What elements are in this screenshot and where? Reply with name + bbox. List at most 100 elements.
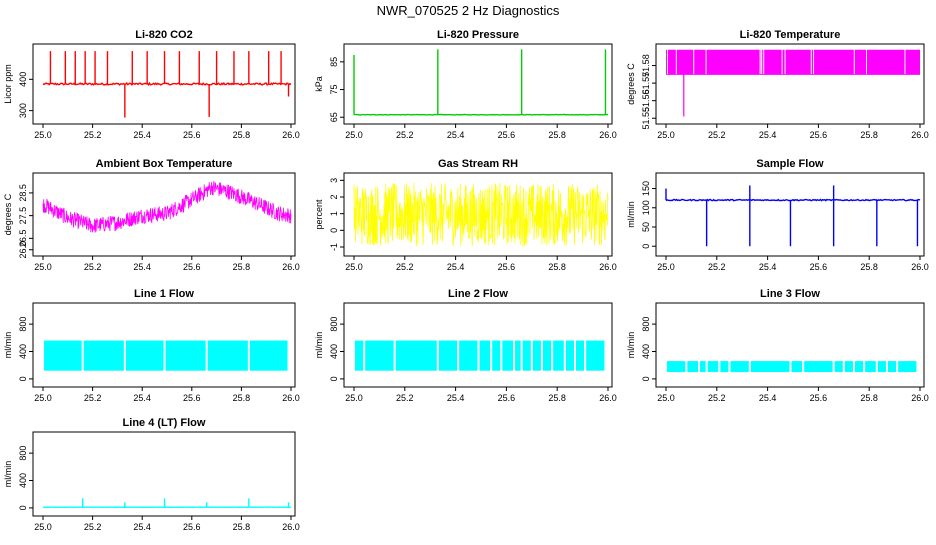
y-tick-label: 400 xyxy=(18,72,28,87)
x-tick-label: 26.0 xyxy=(911,130,929,140)
x-tick-label: 25.2 xyxy=(84,130,102,140)
flow-block xyxy=(523,341,531,371)
y-tick-label: 2 xyxy=(329,194,339,199)
x-tick-label: 25.6 xyxy=(183,522,201,532)
figure-title: NWR_070525 2 Hz Diagnostics xyxy=(377,3,560,18)
x-tick-label: 25.8 xyxy=(548,262,566,272)
y-axis-label: degrees C xyxy=(626,63,636,105)
x-tick-label: 25.6 xyxy=(498,393,516,403)
flow-block xyxy=(700,361,706,372)
x-tick-label: 25.0 xyxy=(657,262,675,272)
x-tick-label: 25.0 xyxy=(34,130,52,140)
x-tick-label: 25.6 xyxy=(498,130,516,140)
panel-title: Li-820 Temperature xyxy=(740,29,841,41)
panel-title: Gas Stream RH xyxy=(438,158,518,170)
series-sampleflow xyxy=(666,185,920,246)
flow-block xyxy=(751,361,790,372)
x-tick-label: 25.4 xyxy=(447,393,465,403)
y-tick-label: 51.58 xyxy=(641,54,651,77)
flow-block xyxy=(586,341,604,371)
y-tick-label: 0 xyxy=(329,376,339,381)
y-axis-label: kPa xyxy=(314,76,324,92)
series-line3 xyxy=(667,361,916,372)
flow-block xyxy=(804,361,832,372)
x-tick-label: 26.0 xyxy=(911,262,929,272)
flow-block xyxy=(566,341,574,371)
flow-block xyxy=(126,341,164,371)
flow-block xyxy=(835,361,843,372)
series-line xyxy=(43,83,291,85)
series-line xyxy=(43,181,291,232)
flow-block xyxy=(208,341,248,371)
series-line4 xyxy=(43,498,291,507)
x-tick-label: 25.4 xyxy=(133,393,151,403)
flow-block xyxy=(492,341,500,371)
x-tick-label: 25.6 xyxy=(810,393,828,403)
series-boxtemp xyxy=(43,181,291,232)
flow-block xyxy=(44,341,82,371)
series-pressure xyxy=(354,49,608,115)
series-line xyxy=(666,200,920,201)
x-tick-label: 25.2 xyxy=(708,393,726,403)
y-tick-label: 85 xyxy=(329,57,339,67)
flow-block xyxy=(439,341,457,371)
y-tick-label: 400 xyxy=(329,344,339,359)
y-tick-label: 100 xyxy=(641,200,651,215)
x-tick-label: 25.2 xyxy=(708,130,726,140)
y-tick-label: -1 xyxy=(329,243,339,251)
x-tick-label: 26.0 xyxy=(599,130,617,140)
flow-block xyxy=(533,341,541,371)
x-tick-label: 25.6 xyxy=(183,130,201,140)
y-tick-label: 400 xyxy=(18,473,28,488)
x-tick-label: 25.4 xyxy=(447,262,465,272)
y-tick-label: 50 xyxy=(641,222,651,232)
flow-block xyxy=(865,361,876,372)
x-tick-label: 25.6 xyxy=(810,262,828,272)
y-tick-label: 0 xyxy=(329,228,339,233)
y-tick-label: 300 xyxy=(18,103,28,118)
panel-title: Line 4 (LT) Flow xyxy=(123,417,206,429)
series-co2 xyxy=(43,51,291,117)
flow-block xyxy=(708,361,719,372)
x-tick-label: 26.0 xyxy=(282,522,300,532)
flow-block xyxy=(543,341,551,371)
panel-title: Ambient Box Temperature xyxy=(96,158,233,170)
flow-block xyxy=(731,361,749,372)
x-tick-label: 26.0 xyxy=(282,130,300,140)
x-tick-label: 25.2 xyxy=(84,393,102,403)
x-tick-label: 25.6 xyxy=(183,393,201,403)
y-axis-label: degrees C xyxy=(3,193,13,235)
y-tick-label: 800 xyxy=(641,317,651,332)
x-tick-label: 25.6 xyxy=(498,262,516,272)
y-tick-label: 150 xyxy=(641,181,651,196)
flow-block xyxy=(888,361,896,372)
panel-title: Line 2 Flow xyxy=(448,288,508,300)
x-tick-label: 25.2 xyxy=(396,130,414,140)
y-tick-label: 400 xyxy=(18,344,28,359)
flow-block xyxy=(166,341,206,371)
x-tick-label: 25.0 xyxy=(34,393,52,403)
flow-block xyxy=(396,341,437,371)
series-rh xyxy=(354,183,608,246)
y-tick-label: 1 xyxy=(329,211,339,216)
x-tick-label: 26.0 xyxy=(282,262,300,272)
series-band xyxy=(666,50,920,75)
x-tick-label: 25.8 xyxy=(548,393,566,403)
x-tick-label: 25.0 xyxy=(345,130,363,140)
y-axis-label: Licor ppm xyxy=(3,64,13,104)
x-tick-label: 25.8 xyxy=(860,393,878,403)
flow-block xyxy=(878,361,886,372)
y-axis-label: ml/min xyxy=(626,332,636,359)
y-tick-label: 800 xyxy=(18,317,28,332)
flow-block xyxy=(365,341,393,371)
y-tick-label: 0 xyxy=(641,376,651,381)
flow-block xyxy=(720,361,728,372)
series-line2 xyxy=(355,341,604,371)
